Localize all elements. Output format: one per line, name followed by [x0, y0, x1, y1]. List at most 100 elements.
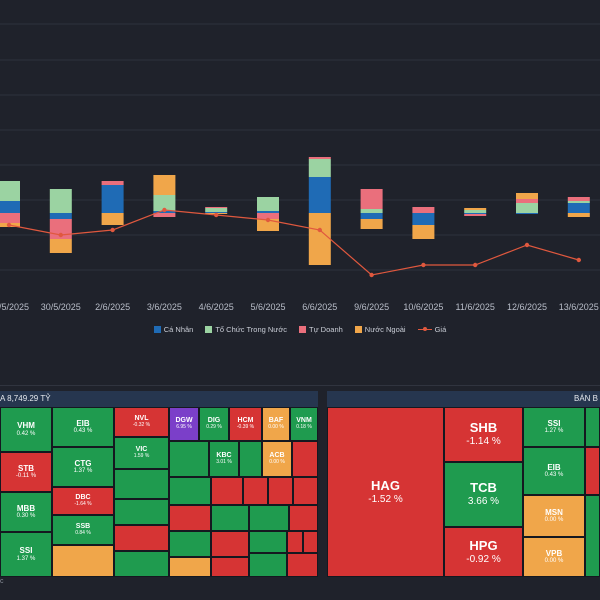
- heatmap-tile-small[interactable]: [114, 469, 169, 499]
- price-point: [369, 272, 374, 278]
- heatmap-tile[interactable]: CTG 1.37 %: [52, 447, 114, 487]
- bar-segment: [516, 199, 538, 203]
- legend-label: Nước Ngoài: [364, 324, 406, 334]
- chart-legend: Cá Nhân Tổ Chức Trong Nước Tự Doanh Nước Ng…: [0, 322, 600, 336]
- heatmap-tile[interactable]: HCM -0.39 %: [229, 407, 262, 441]
- tile-symbol: VNM: [296, 417, 312, 425]
- tile-change: -0.32 %: [132, 422, 151, 429]
- bar-segment: [308, 159, 331, 177]
- heatmap-tile-small[interactable]: [169, 441, 209, 477]
- heatmap-tile[interactable]: ACB 0.00 %: [262, 441, 292, 477]
- legend-swatch: [299, 325, 306, 333]
- heatmap-tile-small[interactable]: [211, 477, 243, 505]
- heatmap-tile-small[interactable]: [52, 545, 114, 577]
- heatmap-tile-small[interactable]: [114, 525, 169, 551]
- bar-segment: [464, 214, 487, 216]
- heatmap-tile[interactable]: EIB 0.43 %: [52, 407, 114, 447]
- bar-segment: [464, 208, 487, 210]
- heatmap-tile-small[interactable]: [585, 407, 600, 447]
- heatmap-tile[interactable]: VIC 1.59 %: [114, 437, 169, 469]
- legend-label: Tổ Chức Trong Nước: [215, 324, 287, 334]
- heatmap-tile[interactable]: MSN 0.00 %: [523, 495, 585, 537]
- heatmap-tile-small[interactable]: [211, 557, 249, 577]
- bar-segment: [205, 212, 228, 213]
- legend-label: Giá: [434, 324, 447, 334]
- tile-symbol: EIB: [76, 418, 90, 428]
- legend-item[interactable]: Tự Doanh: [299, 325, 343, 334]
- tile-change: 0.42 %: [16, 430, 36, 437]
- heatmap-tile-small[interactable]: [268, 477, 293, 505]
- heatmap-tile-small[interactable]: [211, 531, 249, 557]
- legend-item[interactable]: Giá: [417, 324, 447, 334]
- left-heatmap: VHM 0.42 % EIB 0.43 % NVL -0.32 % DGW 6.95 % DIG…: [0, 407, 318, 577]
- x-tick-label: 29/5/2025: [0, 302, 29, 312]
- heatmap-tile[interactable]: EIB 0.43 %: [523, 447, 585, 495]
- heatmap-tile[interactable]: DBC -1.64 %: [52, 487, 114, 515]
- heatmap-tile-small[interactable]: [114, 499, 169, 525]
- heatmap-tile[interactable]: NVL -0.32 %: [114, 407, 169, 437]
- bar-segment: [0, 213, 20, 223]
- heatmap-tile-small[interactable]: [249, 531, 287, 553]
- heatmap-tile[interactable]: TCB 3.66 %: [444, 462, 523, 527]
- tile-symbol: STB: [18, 463, 34, 473]
- heatmap-tile-small[interactable]: [289, 505, 318, 531]
- heatmap-tile[interactable]: SSB 0.84 %: [52, 515, 114, 545]
- tile-symbol: VPB: [545, 548, 563, 558]
- tile-symbol: DGW: [175, 417, 193, 425]
- section-divider: [0, 385, 600, 386]
- heatmap-tile[interactable]: DIG 0.29 %: [199, 407, 229, 441]
- heatmap-tile[interactable]: STB -0.11 %: [0, 452, 52, 492]
- heatmap-tile-small[interactable]: [287, 553, 318, 577]
- heatmap-tile-small[interactable]: [585, 495, 600, 577]
- heatmap-tile-small[interactable]: [169, 557, 211, 577]
- heatmap-tile-small[interactable]: [585, 447, 600, 495]
- heatmap-tile-small[interactable]: [169, 505, 211, 531]
- heatmap-tile[interactable]: SSI 1.37 %: [0, 532, 52, 577]
- heatmap-tile-small[interactable]: [114, 551, 169, 577]
- heatmap-tile[interactable]: SSI 1.27 %: [523, 407, 585, 447]
- legend-item[interactable]: Nước Ngoài: [354, 324, 406, 334]
- tile-change: -0.39 %: [236, 424, 255, 431]
- heatmap-tile[interactable]: SHB -1.14 %: [444, 407, 523, 462]
- tile-symbol: EIB: [547, 462, 561, 472]
- legend-item[interactable]: Cá Nhân: [153, 325, 193, 334]
- tile-symbol: HPG: [469, 537, 498, 553]
- heatmap-tile-small[interactable]: [303, 531, 318, 553]
- bar-segment: [153, 213, 176, 217]
- price-point: [524, 242, 530, 248]
- heatmap-tile-small[interactable]: [293, 477, 318, 505]
- bar-segment: [567, 203, 590, 213]
- heatmap-tile[interactable]: HAG -1.52 %: [327, 407, 444, 577]
- heatmap-tile-small[interactable]: [249, 505, 289, 531]
- legend-swatch: [417, 326, 432, 333]
- heatmap-tile[interactable]: KBC 3.01 %: [209, 441, 239, 477]
- heatmap-tile-small[interactable]: [287, 531, 303, 553]
- heatmap-tile[interactable]: HPG -0.92 %: [444, 527, 523, 577]
- heatmap-tile[interactable]: VHM 0.42 %: [0, 407, 52, 452]
- heatmap-tile-small[interactable]: [292, 441, 318, 477]
- tile-symbol: SHB: [469, 420, 498, 436]
- heatmap-tile[interactable]: MBB 0.30 %: [0, 492, 52, 532]
- bar-segment: [360, 219, 383, 229]
- heatmap-tile-small[interactable]: [169, 531, 211, 557]
- heatmap-tile-small[interactable]: [211, 505, 249, 531]
- bar-segment: [360, 189, 383, 209]
- price-point: [58, 232, 63, 238]
- x-tick-label: 10/6/2025: [403, 302, 443, 312]
- bar-segment: [49, 213, 72, 219]
- bar-segment: [412, 213, 435, 225]
- bar-segment: [0, 201, 20, 213]
- legend-swatch: [354, 325, 362, 333]
- legend-item[interactable]: Tổ Chức Trong Nước: [205, 325, 287, 334]
- heatmap-tile[interactable]: VPB 0.00 %: [523, 537, 585, 577]
- heatmap-tile-small[interactable]: [249, 553, 287, 577]
- heatmap-tile-small[interactable]: [239, 441, 262, 477]
- tile-change: 6.95 %: [176, 424, 192, 431]
- bar-segment: [49, 189, 72, 213]
- heatmap-tile[interactable]: BAF 0.00 %: [262, 407, 290, 441]
- heatmap-tile-small[interactable]: [169, 477, 211, 505]
- heatmap-tile-small[interactable]: [243, 477, 268, 505]
- heatmap-tile[interactable]: VNM 0.18 %: [290, 407, 318, 441]
- x-tick-label: 12/6/2025: [507, 302, 547, 312]
- heatmap-tile[interactable]: DGW 6.95 %: [169, 407, 199, 441]
